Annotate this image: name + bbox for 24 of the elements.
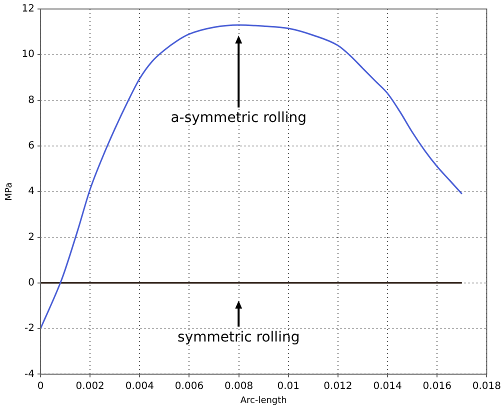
x-tick-label: 0.014 — [373, 380, 402, 392]
x-tick-label: 0.012 — [324, 380, 352, 392]
y-tick-label: 2 — [28, 232, 35, 243]
x-tick-label: 0.006 — [174, 380, 204, 392]
x-tick-label: 0.018 — [472, 380, 502, 392]
x-axis-title: Arc-length — [240, 396, 287, 406]
annotation: a-symmetric rolling — [170, 110, 307, 126]
x-tick-label: 0 — [37, 380, 44, 392]
y-tick-label: 8 — [28, 94, 35, 106]
y-axis-title: MPa — [4, 182, 15, 201]
y-tick-label: -4 — [24, 368, 35, 380]
x-tick-label: 0.008 — [224, 380, 254, 392]
y-tick-label: 6 — [28, 140, 35, 152]
x-tick-label: 0.004 — [125, 380, 154, 392]
x-tick-label: 0.002 — [76, 380, 104, 392]
line-series — [40, 24, 463, 330]
y-tick-label: 0 — [28, 277, 35, 288]
x-tick-label: 0.01 — [277, 380, 300, 392]
annotation: symmetric rolling — [178, 329, 300, 346]
y-tick-label: 10 — [22, 49, 35, 60]
y-tick-label: -2 — [24, 323, 35, 334]
x-tick-label: 0.016 — [422, 380, 452, 392]
y-tick-label: 12 — [22, 4, 35, 15]
y-tick-label: 4 — [28, 186, 35, 198]
